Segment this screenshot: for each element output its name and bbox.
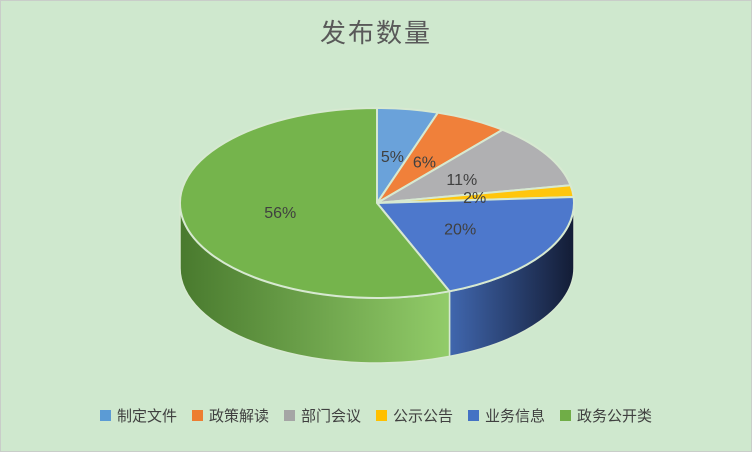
data-label: 11%: [446, 172, 477, 189]
legend: 制定文件 政策解读 部门会议 公示公告 业务信息 政务公开类: [1, 405, 751, 426]
legend-label: 制定文件: [116, 408, 177, 425]
legend-swatch: [560, 410, 572, 421]
data-label: 5%: [381, 149, 404, 166]
legend-label: 业务信息: [485, 408, 546, 425]
legend-item-1[interactable]: 政策解读: [191, 405, 269, 426]
pie-slice-2[interactable]: [376, 128, 572, 204]
legend-item-0[interactable]: 制定文件: [99, 405, 177, 426]
data-label: 6%: [413, 154, 436, 171]
legend-item-4[interactable]: 业务信息: [468, 405, 545, 426]
legend-item-5[interactable]: 政务公开类: [560, 405, 652, 426]
legend-swatch: [99, 410, 111, 421]
pie-slice-4[interactable]: [376, 196, 575, 293]
data-label: 2%: [463, 190, 486, 207]
legend-label: 公示公告: [393, 408, 454, 425]
data-label: 20%: [444, 221, 476, 238]
legend-swatch: [376, 410, 387, 421]
chart-title: 发布数量: [319, 18, 432, 48]
legend-label: 政务公开类: [577, 408, 653, 425]
legend-swatch: [468, 410, 480, 421]
pie-slice-5[interactable]: [179, 107, 451, 299]
legend-swatch: [283, 410, 295, 421]
legend-swatch: [191, 410, 203, 421]
legend-item-3[interactable]: 公示公告: [376, 405, 453, 426]
legend-label: 部门会议: [300, 408, 361, 425]
data-label: 56%: [264, 205, 296, 222]
legend-label: 政策解读: [208, 408, 269, 425]
legend-item-2[interactable]: 部门会议: [283, 405, 361, 426]
